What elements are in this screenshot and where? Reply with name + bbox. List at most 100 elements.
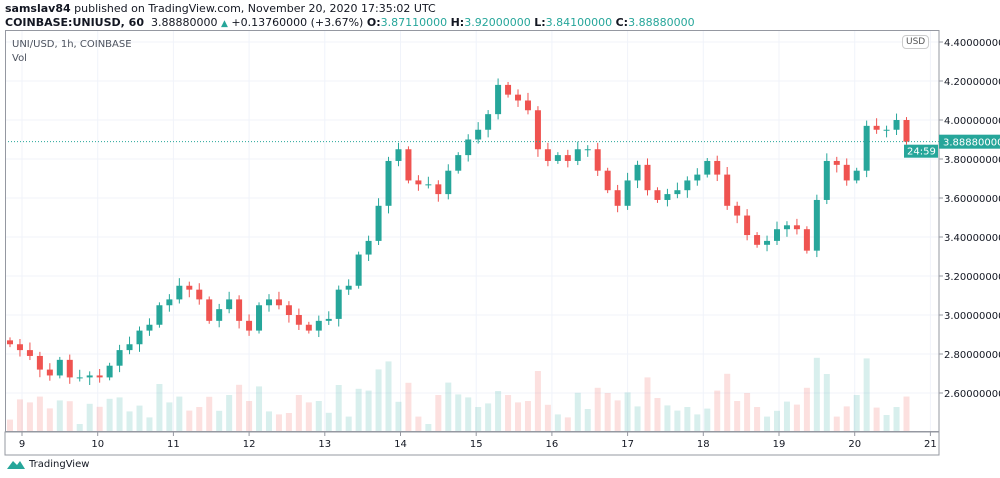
candle-body bbox=[783, 225, 790, 230]
candle-body bbox=[435, 184, 442, 195]
candle-body bbox=[594, 149, 601, 171]
volume-bar bbox=[684, 407, 691, 432]
candle-body bbox=[186, 285, 193, 290]
volume-bar bbox=[793, 404, 800, 432]
volume-bar bbox=[275, 414, 282, 432]
up-arrow-icon: ▲ bbox=[220, 19, 228, 29]
candle-body bbox=[246, 320, 253, 331]
volume-bar bbox=[425, 424, 432, 432]
currency-badge[interactable]: USD bbox=[902, 35, 930, 49]
published-text: published on TradingView.com, November 2… bbox=[74, 2, 436, 15]
open-label: O: bbox=[366, 16, 381, 29]
candle-body bbox=[774, 229, 781, 241]
candle-body bbox=[505, 84, 512, 95]
candle-body bbox=[166, 299, 173, 306]
candle-body bbox=[704, 160, 711, 175]
candle-body bbox=[365, 240, 372, 255]
volume-bar bbox=[774, 410, 781, 432]
candle-body bbox=[664, 194, 671, 200]
candle-body bbox=[803, 229, 810, 251]
publish-info: samslav84 published on TradingView.com, … bbox=[5, 2, 436, 15]
volume-bar bbox=[305, 402, 312, 432]
volume-bar bbox=[96, 406, 103, 432]
volume-bar bbox=[624, 392, 631, 432]
volume-bar bbox=[873, 407, 880, 432]
volume-bar bbox=[196, 407, 203, 432]
x-tick-label: 21 bbox=[924, 439, 937, 450]
volume-bar bbox=[66, 401, 73, 432]
candle-body bbox=[574, 149, 581, 161]
volume-bar bbox=[7, 419, 13, 432]
volume-bar bbox=[495, 391, 502, 432]
high-value: 3.92000000 bbox=[464, 16, 531, 29]
candle-body bbox=[405, 149, 412, 181]
high-label: H: bbox=[450, 16, 465, 29]
countdown-value: 24:59 bbox=[907, 147, 936, 158]
volume-bar bbox=[156, 384, 163, 432]
candle-body bbox=[724, 174, 731, 206]
chart-pane bbox=[5, 30, 939, 432]
candle-body bbox=[584, 149, 591, 151]
volume-bar bbox=[435, 395, 442, 432]
volume-bar bbox=[754, 407, 761, 432]
volume-bar bbox=[704, 408, 711, 432]
volume-bar bbox=[764, 416, 771, 432]
x-tick-label: 10 bbox=[91, 439, 104, 450]
candle-body bbox=[285, 305, 292, 315]
candle-body bbox=[275, 299, 282, 306]
volume-bar bbox=[734, 401, 741, 432]
candle-body bbox=[26, 350, 33, 356]
chart-legend: UNI/USD, 1h, COINBASE Vol bbox=[12, 38, 132, 66]
y-tick-label: 4.20000000 bbox=[944, 77, 1000, 88]
candle-body bbox=[46, 369, 53, 376]
volume-bar bbox=[843, 406, 850, 432]
y-tick-label: 3.60000000 bbox=[944, 194, 1000, 205]
candle-body bbox=[226, 299, 233, 310]
legend-title: UNI/USD, 1h, COINBASE bbox=[12, 39, 132, 50]
volume-bar bbox=[823, 374, 830, 432]
open-value: 3.87110000 bbox=[380, 16, 448, 29]
candle-body bbox=[754, 235, 761, 245]
x-tick-label: 18 bbox=[697, 439, 710, 450]
candle-body bbox=[614, 190, 621, 206]
candle-body bbox=[793, 225, 800, 230]
candle-body bbox=[196, 289, 203, 300]
volume-bar bbox=[654, 398, 661, 432]
volume-bar bbox=[36, 396, 43, 432]
candle-body bbox=[7, 340, 13, 345]
volume-bar bbox=[674, 410, 681, 432]
volume-bar bbox=[146, 417, 153, 432]
volume-bar bbox=[803, 387, 810, 432]
volume-bar bbox=[714, 390, 721, 432]
candle-body bbox=[823, 160, 830, 200]
volume-bar bbox=[883, 415, 890, 432]
volume-bar bbox=[515, 402, 522, 432]
volume-bar bbox=[594, 387, 601, 432]
candle-body bbox=[146, 324, 153, 331]
volume-bar bbox=[445, 382, 452, 432]
volume-bar bbox=[475, 407, 482, 432]
x-tick-label: 14 bbox=[394, 439, 407, 450]
volume-bar bbox=[574, 392, 581, 432]
x-tick-label: 9 bbox=[19, 439, 25, 450]
tradingview-logo-icon bbox=[7, 461, 25, 469]
candle-body bbox=[744, 215, 751, 236]
candle-body bbox=[176, 285, 183, 300]
volume-bar bbox=[355, 388, 362, 432]
price-tag-value: 3.88880000 bbox=[943, 138, 1000, 149]
volume-bar bbox=[694, 414, 701, 432]
candle-body bbox=[36, 355, 43, 370]
change: +0.13760000 (+3.67%) bbox=[231, 16, 364, 29]
candle-body bbox=[564, 155, 571, 161]
candle-body bbox=[16, 344, 23, 351]
volume-bar bbox=[584, 409, 591, 432]
candle-body bbox=[76, 377, 83, 379]
volume-bar bbox=[26, 402, 33, 432]
volume-bar bbox=[375, 369, 382, 432]
volume-bar bbox=[744, 393, 751, 432]
x-tick-label: 13 bbox=[318, 439, 331, 450]
candle-body bbox=[624, 180, 631, 206]
candle-body bbox=[654, 190, 661, 200]
candle-body bbox=[644, 164, 651, 191]
